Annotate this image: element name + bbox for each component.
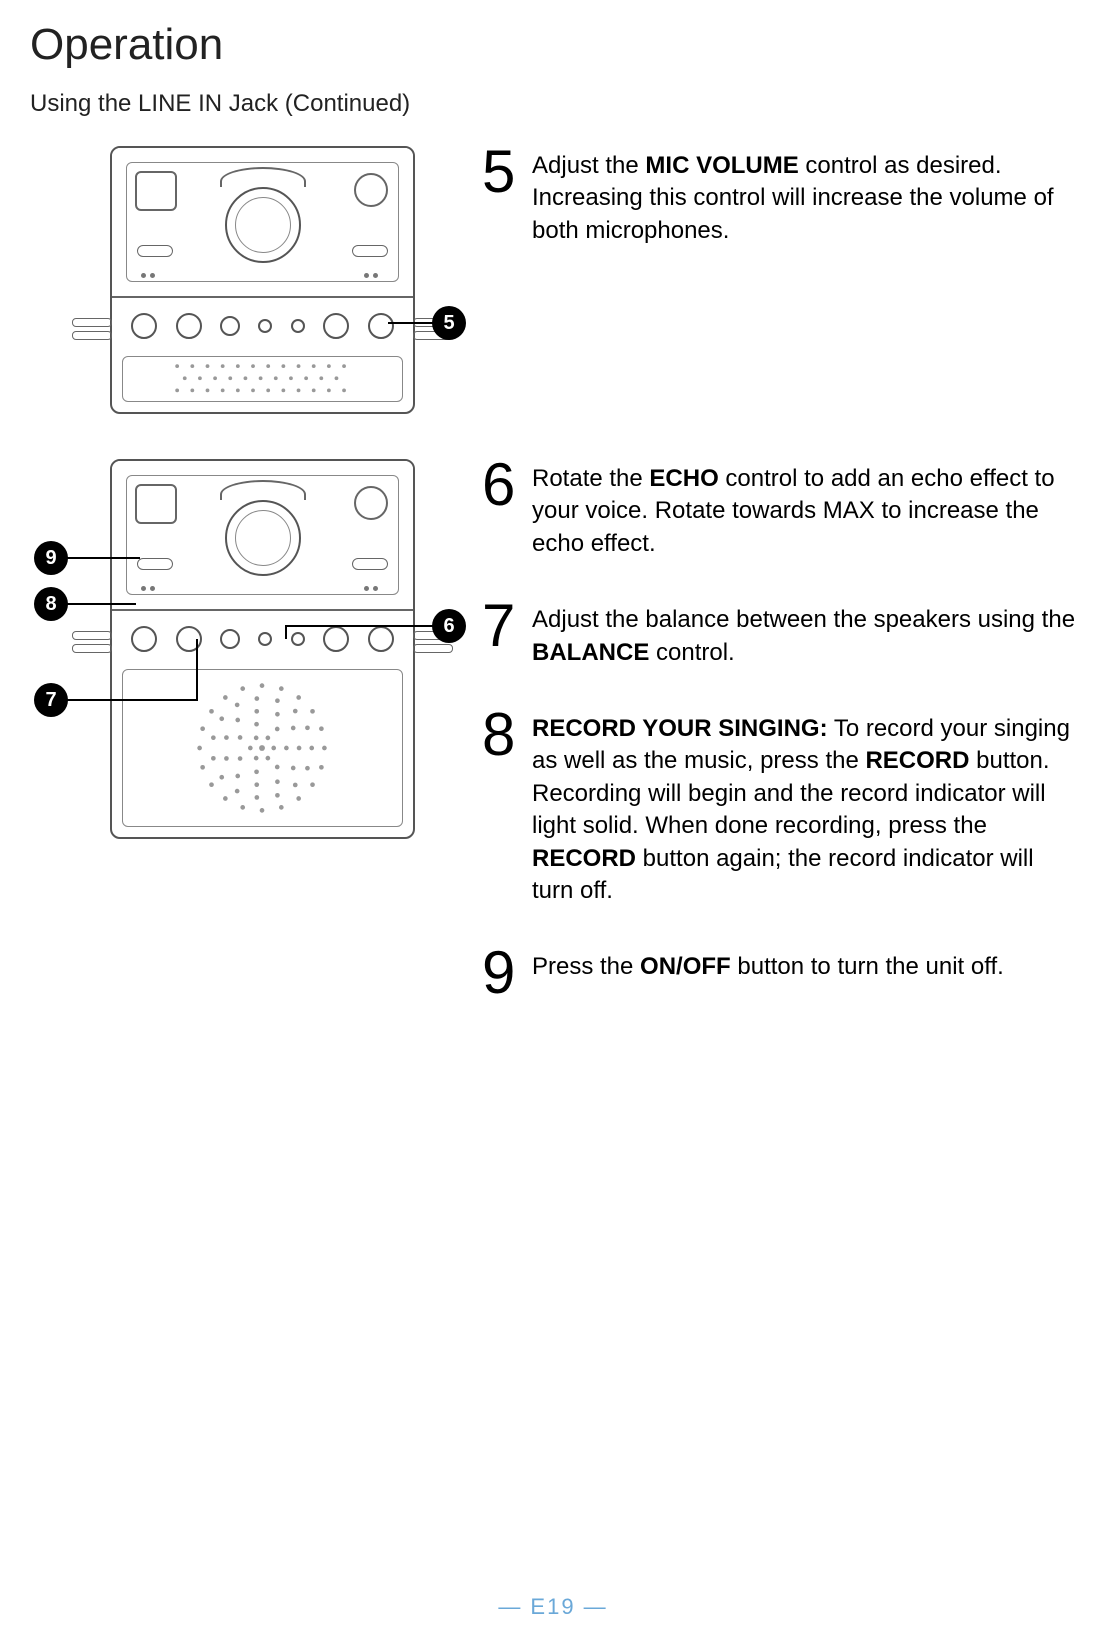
page-title: Operation — [30, 20, 1076, 70]
step-text: Adjust the balance between the speakers … — [532, 600, 1076, 669]
callout-line — [285, 625, 435, 627]
step-number: 8 — [482, 709, 532, 760]
step-6: 6 Rotate the ECHO control to add an echo… — [482, 459, 1076, 560]
callout-line — [66, 557, 140, 559]
device-diagram-icon — [110, 146, 415, 414]
step-number: 7 — [482, 600, 532, 651]
diagram-1-container: 5 — [30, 146, 470, 414]
device-diagram-icon — [110, 459, 415, 839]
step-text: Adjust the MIC VOLUME control as desired… — [532, 146, 1076, 247]
step-number: 5 — [482, 146, 532, 197]
step-text: RECORD YOUR SINGING: To record your sing… — [532, 709, 1076, 907]
row-steps-6-9: 6 7 8 9 6 Rotate the ECHO control to add… — [30, 459, 1076, 1038]
callout-9: 9 — [34, 541, 68, 575]
step-text: Press the ON/OFF button to turn the unit… — [532, 947, 1004, 983]
step-8: 8 RECORD YOUR SINGING: To record your si… — [482, 709, 1076, 907]
callout-line — [66, 603, 136, 605]
step-9: 9 Press the ON/OFF button to turn the un… — [482, 947, 1076, 998]
step-text: Rotate the ECHO control to add an echo e… — [532, 459, 1076, 560]
callout-5: 5 — [432, 306, 466, 340]
manual-page: Operation Using the LINE IN Jack (Contin… — [0, 0, 1106, 1640]
row-step-5: 5 5 Adjust the MIC VOLUME control as des… — [30, 146, 1076, 414]
callout-6: 6 — [432, 609, 466, 643]
callout-line — [388, 322, 434, 324]
callout-line — [66, 699, 196, 701]
callout-line — [285, 625, 287, 639]
step-number: 9 — [482, 947, 532, 998]
step-7: 7 Adjust the balance between the speaker… — [482, 600, 1076, 669]
subtitle: Using the LINE IN Jack (Continued) — [30, 90, 1076, 118]
diagram-2-container: 6 7 8 9 — [30, 459, 470, 839]
callout-line — [196, 639, 198, 701]
callout-7: 7 — [34, 683, 68, 717]
step-5: 5 Adjust the MIC VOLUME control as desir… — [482, 146, 1076, 247]
step-number: 6 — [482, 459, 532, 510]
callout-8: 8 — [34, 587, 68, 621]
page-footer: — E19 — — [0, 1594, 1106, 1620]
